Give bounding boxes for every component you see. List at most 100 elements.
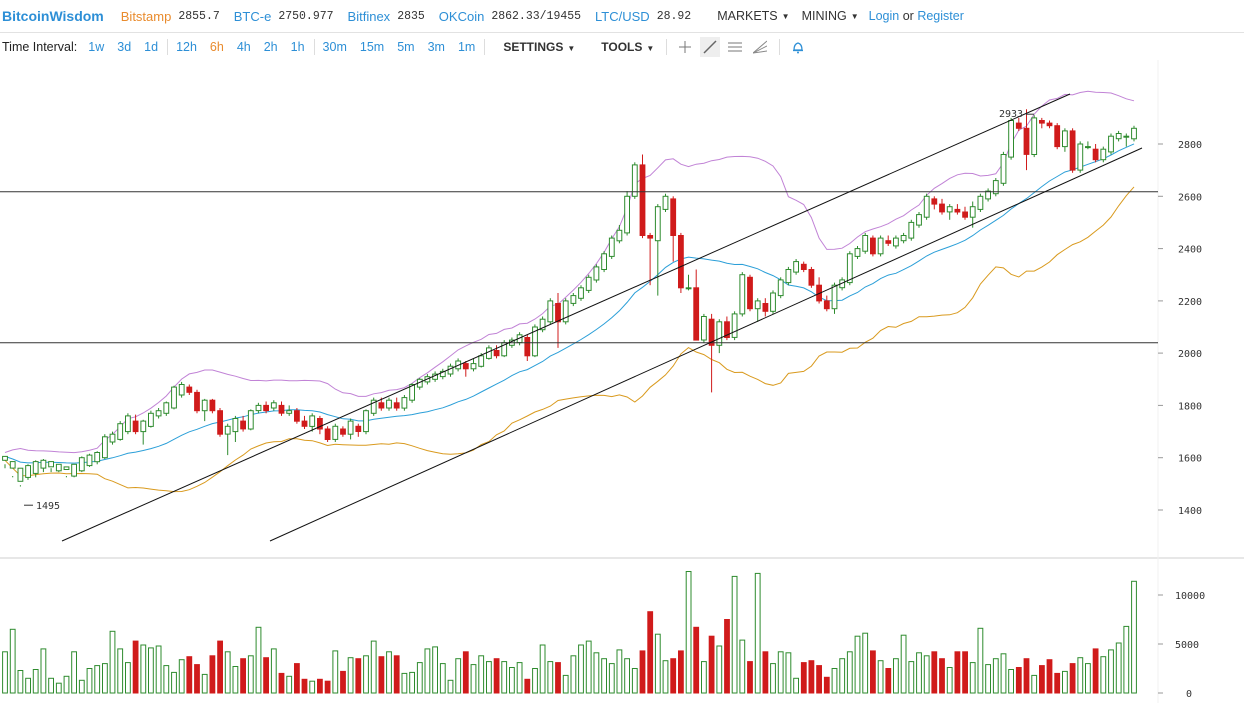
volume-bar bbox=[578, 644, 584, 694]
candle-up bbox=[754, 300, 761, 310]
volume-bar bbox=[63, 675, 70, 694]
volume-bar bbox=[401, 672, 408, 694]
fan-icon[interactable] bbox=[750, 37, 770, 57]
volume-bar bbox=[939, 658, 945, 694]
candle-up bbox=[286, 410, 293, 414]
volume-bar bbox=[363, 655, 369, 694]
volume-bar bbox=[247, 655, 254, 694]
candle-up bbox=[447, 365, 454, 375]
chevron-down-icon: ▼ bbox=[646, 44, 655, 53]
candle-down bbox=[1054, 125, 1061, 148]
volume-bar bbox=[777, 651, 784, 694]
candle-down bbox=[693, 287, 700, 341]
brand-logo[interactable]: BitcoinWisdom bbox=[2, 8, 104, 24]
price-tick-label: 1600 bbox=[1178, 454, 1202, 465]
volume-bar bbox=[201, 673, 208, 694]
settings-menu[interactable]: SETTINGS ▼ bbox=[503, 40, 575, 54]
candle-up bbox=[1008, 120, 1015, 158]
upper-band-line bbox=[4, 90, 1135, 454]
candle-up bbox=[893, 237, 899, 247]
candle-up bbox=[716, 321, 723, 346]
volume-bar bbox=[900, 634, 907, 694]
candle-down bbox=[708, 318, 715, 346]
interval-1d[interactable]: 1d bbox=[144, 40, 159, 54]
candle-up bbox=[1031, 117, 1038, 155]
candle-up bbox=[94, 452, 101, 463]
ticker-okcoin[interactable]: OKCoin 2862.33/19455 bbox=[439, 9, 581, 24]
volume-bar bbox=[816, 665, 823, 694]
candle-up bbox=[916, 214, 922, 226]
bell-icon[interactable] bbox=[788, 37, 808, 57]
candle-up bbox=[140, 420, 147, 433]
interval-5m[interactable]: 5m bbox=[397, 40, 415, 54]
login-link[interactable]: Login bbox=[868, 9, 900, 23]
volume-bar bbox=[1054, 672, 1061, 694]
mining-menu[interactable]: MINING ▼ bbox=[802, 9, 859, 23]
candle-down bbox=[555, 303, 561, 323]
crosshair-icon[interactable] bbox=[675, 37, 695, 57]
volume-bar bbox=[616, 649, 623, 694]
candle-up bbox=[486, 347, 492, 359]
volume-bar bbox=[209, 655, 216, 694]
ticker-bitstamp[interactable]: Bitstamp 2855.7 bbox=[121, 9, 220, 24]
indicator-lines bbox=[4, 90, 1135, 493]
lower-band-line bbox=[4, 186, 1135, 493]
volume-bar bbox=[601, 658, 608, 694]
register-link[interactable]: Register bbox=[917, 9, 964, 23]
candle-down bbox=[317, 418, 323, 430]
horizontal-lines-icon[interactable] bbox=[725, 37, 745, 57]
ticker-name: BTC-e bbox=[233, 8, 272, 24]
price-chart[interactable]: 1400 1600 1800 2000 2200 2400 2600 2800 0 5000 100… bbox=[0, 60, 1244, 703]
ticker-name: LTC/USD bbox=[595, 8, 650, 24]
interval-12h[interactable]: 12h bbox=[176, 40, 197, 54]
markets-menu[interactable]: MARKETS ▼ bbox=[717, 9, 789, 23]
candle-up bbox=[793, 261, 800, 273]
candle-up bbox=[55, 463, 62, 472]
interval-1m[interactable]: 1m bbox=[457, 40, 476, 54]
volume-bar bbox=[155, 645, 162, 694]
volume-bar bbox=[370, 640, 377, 694]
candle-up bbox=[71, 463, 77, 477]
candle-up bbox=[125, 415, 131, 433]
interval-3d[interactable]: 3d bbox=[117, 40, 132, 54]
interval-4h[interactable]: 4h bbox=[236, 40, 251, 54]
volume-bar bbox=[501, 661, 508, 694]
volume-bar bbox=[831, 668, 838, 694]
volume-bar bbox=[962, 651, 969, 694]
ticker-btc-e[interactable]: BTC-e 2750.977 bbox=[234, 9, 334, 24]
tools-menu[interactable]: TOOLS ▼ bbox=[601, 40, 654, 54]
volume-bar bbox=[455, 658, 462, 694]
candle-down bbox=[209, 399, 216, 412]
candle-down bbox=[885, 240, 892, 244]
interval-1w[interactable]: 1w bbox=[88, 40, 105, 54]
interval-2h[interactable]: 2h bbox=[263, 40, 278, 54]
candle-up bbox=[1108, 135, 1114, 153]
interval-6h[interactable]: 6h bbox=[209, 40, 224, 54]
interval-1h[interactable]: 1h bbox=[290, 40, 305, 54]
interval-divider bbox=[313, 39, 315, 55]
candle-down bbox=[762, 303, 769, 312]
volume-bar bbox=[1123, 625, 1130, 694]
volume-bar bbox=[186, 656, 193, 694]
candle-up bbox=[347, 420, 354, 435]
interval-15m[interactable]: 15m bbox=[359, 40, 385, 54]
price-tick-label: 1800 bbox=[1178, 401, 1202, 412]
candle-up bbox=[831, 284, 838, 310]
volume-bar bbox=[854, 635, 861, 694]
ticker-name: Bitstamp bbox=[120, 8, 172, 24]
candle-down bbox=[278, 404, 285, 414]
interval-30m[interactable]: 30m bbox=[322, 40, 347, 54]
candle-up bbox=[854, 248, 861, 257]
line-draw-icon[interactable] bbox=[700, 37, 721, 57]
interval-3m[interactable]: 3m bbox=[427, 40, 445, 54]
volume-bar bbox=[301, 678, 308, 694]
auth-links: Login or Register bbox=[869, 9, 964, 23]
price-axis: 1400 1600 1800 2000 2200 2400 2600 2800 0 5000 100… bbox=[1158, 140, 1205, 700]
ticker-ltc-usd[interactable]: LTC/USD 28.92 bbox=[595, 9, 691, 24]
candle-up bbox=[985, 190, 992, 200]
price-tick-label: 2800 bbox=[1178, 140, 1202, 151]
volume-bar bbox=[424, 648, 431, 694]
volume-bar bbox=[685, 571, 692, 694]
candle-up bbox=[370, 399, 377, 414]
ticker-bitfinex[interactable]: Bitfinex 2835 bbox=[348, 9, 425, 24]
